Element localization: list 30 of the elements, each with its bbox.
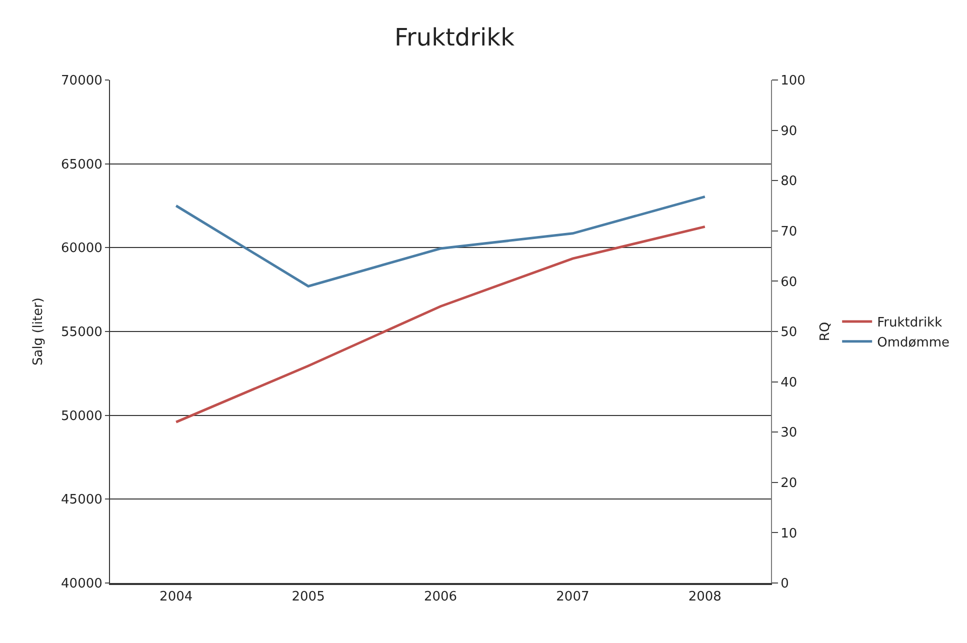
y-tick-label: 50000 [61,408,102,424]
y2-tick-label: 60 [780,274,798,290]
x-tick-label: 2006 [424,590,458,605]
x-tick-label: 2007 [556,590,590,605]
y2-axis-title: RQ [818,322,834,342]
x-tick-label: 2008 [688,590,722,605]
line-series [174,225,706,424]
y2-tick-label: 30 [780,426,798,441]
chart-title: Fruktdrikk [394,24,515,52]
y-tick-label: 55000 [61,325,102,340]
y2-tick-label: 100 [780,74,806,89]
y-tick-label: 40000 [61,576,102,592]
y2-tick-label: 50 [780,325,798,340]
legend-label: Omdømme [877,335,950,350]
y2-tick-label: 80 [780,174,798,190]
line-series [174,195,706,288]
y2-tick-label: 70 [780,224,798,240]
y-tick-label: 45000 [61,492,102,508]
y-tick-label: 65000 [61,157,102,172]
y-axis-title: Salg (liter) [30,297,46,366]
x-tick-label: 2005 [292,590,325,605]
y-tick-label: 70000 [61,74,102,89]
x-tick-label: 2004 [160,590,193,605]
y2-tick-label: 10 [780,526,798,542]
y2-tick-label: 20 [780,476,798,491]
legend-label: Fruktdrikk [877,316,943,331]
y2-tick-label: 90 [780,124,798,139]
y-tick-label: 60000 [61,241,102,256]
y2-tick-label: 40 [780,375,798,390]
y2-tick-label: 0 [780,576,789,592]
